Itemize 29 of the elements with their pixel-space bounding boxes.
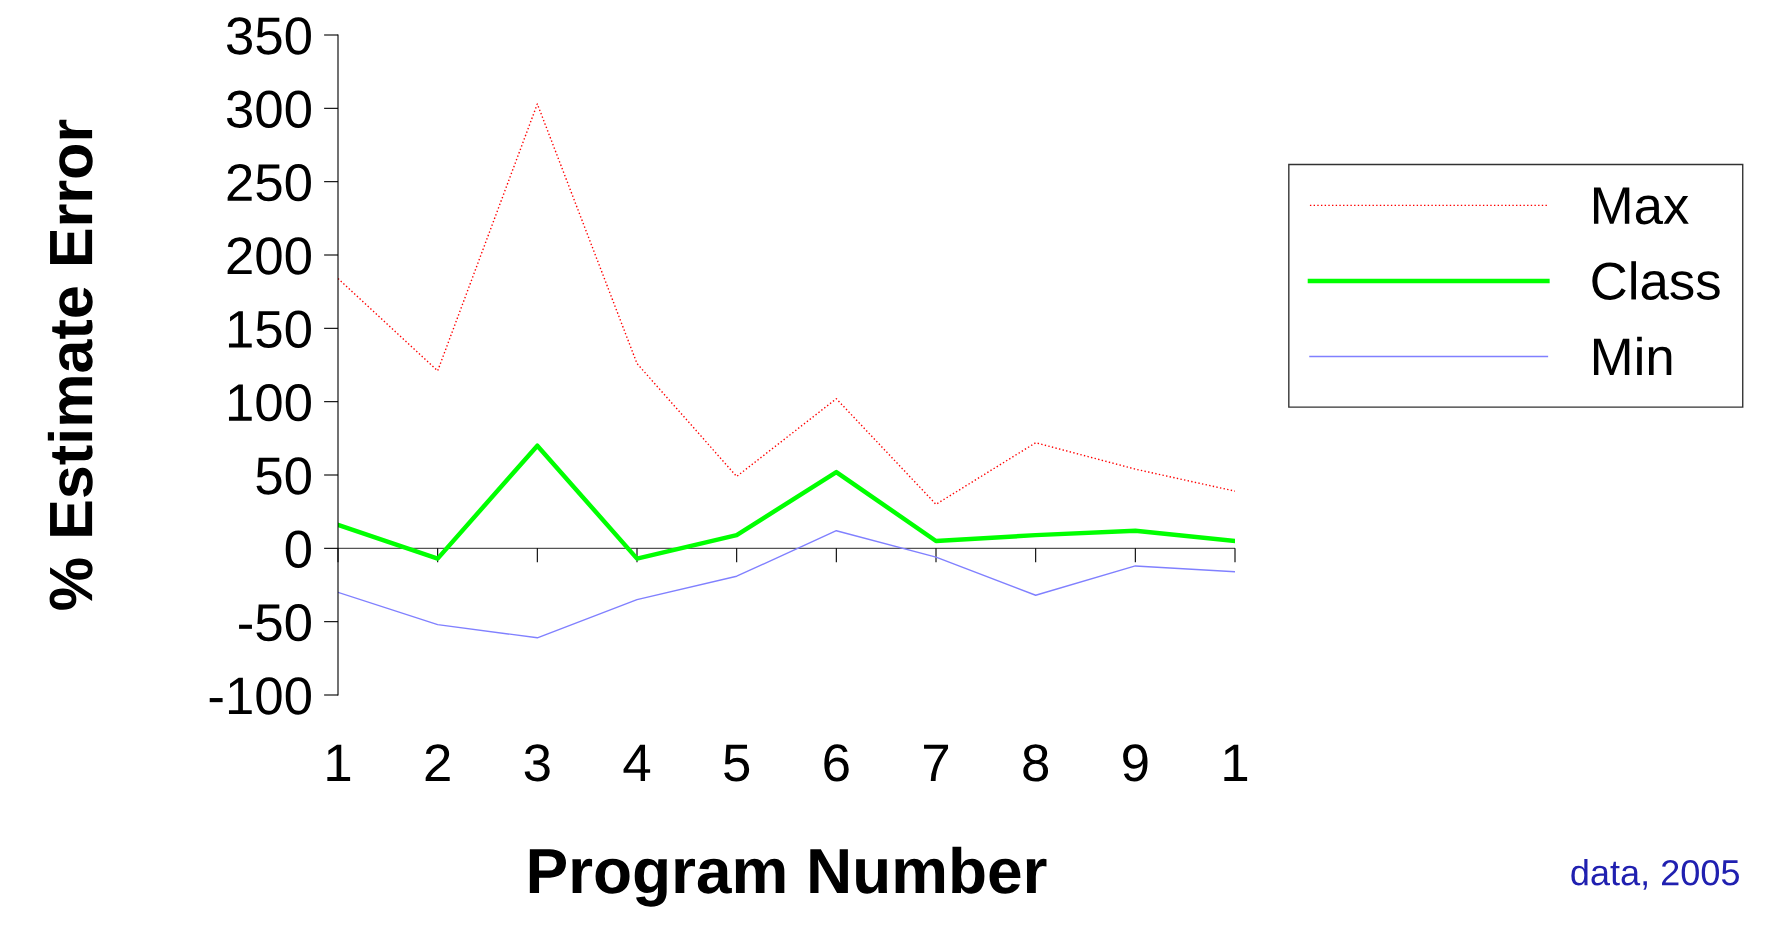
y-axis-title: % Estimate Error bbox=[47, 119, 93, 610]
y-tick-label: 200 bbox=[227, 237, 311, 275]
legend-label: Class bbox=[1592, 261, 1720, 300]
x-tick-label: 5 bbox=[724, 744, 750, 782]
legend-label: Max bbox=[1593, 187, 1689, 225]
x-tick-label: 4 bbox=[623, 744, 651, 782]
legend-label: Min bbox=[1593, 336, 1672, 376]
text: data, 2005 bbox=[1571, 858, 1739, 890]
x-tick-label: 3 bbox=[524, 744, 550, 782]
y-tick-label: 100 bbox=[228, 383, 311, 422]
x-axis-title: Program Number bbox=[529, 846, 1047, 907]
line-series bbox=[338, 443, 1235, 561]
y-tick-label: 350 bbox=[226, 17, 311, 55]
x-tick-label: 9 bbox=[1123, 744, 1148, 782]
line-series bbox=[338, 530, 1235, 639]
x-tick-label: 6 bbox=[824, 744, 849, 782]
y-tick-label: 50 bbox=[256, 457, 311, 495]
y-tick-label: 0 bbox=[285, 530, 311, 568]
y-tick-label: -100 bbox=[209, 677, 311, 715]
x-tick-label: 1 bbox=[1224, 744, 1248, 782]
line-series bbox=[338, 103, 1235, 506]
x-tick-label: 7 bbox=[924, 744, 949, 782]
y-tick-label: -50 bbox=[239, 603, 311, 642]
x-tick-label: 8 bbox=[1023, 744, 1049, 782]
y-tick-label: 250 bbox=[227, 163, 311, 202]
x-tick-label: 1 bbox=[327, 744, 351, 782]
x-tick-label: 2 bbox=[425, 744, 450, 782]
y-tick-label: 300 bbox=[226, 90, 311, 128]
y-tick-label: 150 bbox=[228, 310, 311, 348]
